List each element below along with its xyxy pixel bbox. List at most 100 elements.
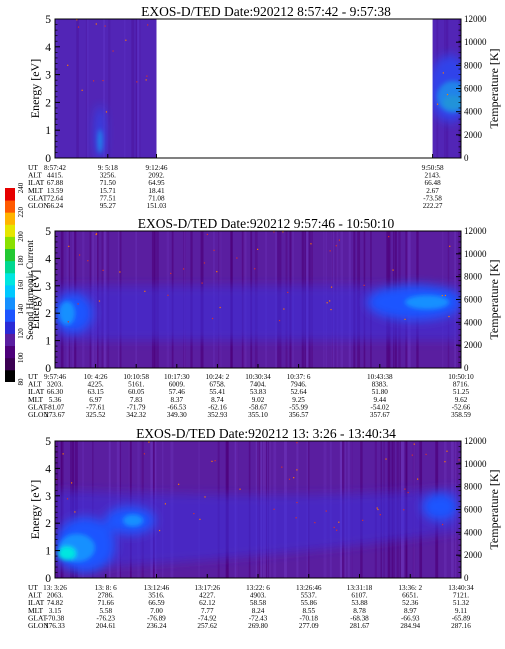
info-cell: 4415. bbox=[47, 172, 63, 180]
heatmap-speckle bbox=[283, 308, 285, 310]
heatmap-speckle bbox=[448, 315, 450, 318]
heatmap-speckle bbox=[68, 245, 70, 247]
spectrogram bbox=[55, 19, 461, 158]
heatmap-speckle bbox=[288, 478, 291, 480]
y-tick-label: 3 bbox=[45, 491, 51, 503]
info-cell: 66.30 bbox=[47, 388, 64, 396]
y-axis-label-right: Temperature [K] bbox=[487, 259, 501, 339]
info-cell: 77.51 bbox=[100, 194, 117, 202]
y-axis-label: Energy [eV] bbox=[28, 270, 42, 329]
colorbar-segment bbox=[5, 369, 15, 382]
heatmap-speckle bbox=[392, 269, 394, 271]
heatmap-speckle bbox=[295, 517, 297, 519]
info-row-label: ILAT bbox=[28, 598, 45, 607]
info-cell: 64.95 bbox=[148, 179, 165, 187]
info-cell: 257.62 bbox=[197, 622, 217, 630]
info-row-label: UT bbox=[28, 163, 38, 172]
info-cell: -66.93 bbox=[401, 614, 420, 622]
info-cell: 13.59 bbox=[47, 187, 64, 195]
info-cell: 7.83 bbox=[130, 396, 143, 404]
y-tick-label-right: 6000 bbox=[464, 505, 483, 515]
info-cell: -62.16 bbox=[208, 403, 227, 411]
info-row-label: ALT bbox=[28, 380, 42, 389]
heatmap-cyan bbox=[59, 295, 449, 326]
colorbar-tick-label: 200 bbox=[17, 231, 25, 242]
heatmap-speckle bbox=[214, 460, 216, 462]
info-cell: 10: 4:26 bbox=[84, 373, 108, 381]
heatmap-speckle bbox=[102, 79, 104, 82]
y-tick-label-right: 10000 bbox=[464, 249, 487, 259]
heatmap-speckle bbox=[164, 503, 167, 505]
heatmap-speckle bbox=[282, 231, 284, 233]
info-cell: 6107. bbox=[351, 592, 367, 600]
y-tick-label-right: 12000 bbox=[464, 14, 487, 24]
y-tick-label-right: 12000 bbox=[464, 226, 487, 236]
info-cell: 13:12:46 bbox=[144, 584, 170, 592]
info-cell: 9:57:46 bbox=[44, 373, 66, 381]
info-cell: 355.10 bbox=[248, 411, 268, 419]
colorbar-tick-label: 100 bbox=[17, 352, 25, 363]
info-cell: 8.97 bbox=[404, 607, 417, 615]
info-cell: 74.82 bbox=[47, 599, 64, 607]
y-tick-label-right: 10000 bbox=[464, 459, 487, 469]
y-tick-label-right: 4000 bbox=[464, 527, 483, 537]
heatmap-speckle bbox=[211, 460, 213, 462]
info-cell: 8.55 bbox=[302, 607, 315, 615]
info-cell: 6.97 bbox=[89, 396, 102, 404]
heatmap-speckle bbox=[388, 236, 390, 238]
heatmap-speckle bbox=[144, 290, 146, 292]
heatmap-speckle bbox=[425, 453, 427, 456]
heatmap-speckle bbox=[95, 23, 97, 25]
y-tick-label: 1 bbox=[45, 125, 51, 137]
info-cell: 357.67 bbox=[370, 411, 390, 419]
info-cell: 7121. bbox=[453, 592, 469, 600]
heatmap-speckle bbox=[278, 319, 281, 322]
panel-3: EXOS-D/TED Date:920212 13: 3:26 - 13:40:… bbox=[28, 426, 501, 630]
info-row-label: ILAT bbox=[28, 178, 45, 187]
heatmap-speckle bbox=[362, 519, 364, 521]
y-tick-label: 2 bbox=[45, 308, 51, 320]
heatmap-speckle bbox=[403, 509, 405, 511]
info-cell: 284.94 bbox=[400, 622, 420, 630]
heatmap-speckle bbox=[330, 286, 333, 288]
info-cell: 52.64 bbox=[291, 388, 308, 396]
info-cell: 63.15 bbox=[88, 388, 105, 396]
heatmap-speckle bbox=[329, 300, 331, 302]
heatmap-speckle bbox=[67, 64, 69, 66]
info-cell: 9: 5:18 bbox=[98, 164, 119, 172]
info-cell: 13:17:26 bbox=[194, 584, 220, 592]
heatmap-streak bbox=[87, 19, 89, 158]
colorbar-segment bbox=[5, 285, 15, 298]
heatmap-speckle bbox=[379, 514, 381, 516]
heatmap-speckle bbox=[441, 523, 444, 526]
y-tick-label-right: 4000 bbox=[464, 317, 483, 327]
colorbar-segment bbox=[5, 345, 15, 359]
info-cell: 4227. bbox=[199, 592, 215, 600]
heatmap-streak bbox=[139, 19, 141, 158]
info-cell: -76.23 bbox=[96, 614, 115, 622]
info-cell: 9:50:58 bbox=[422, 164, 444, 172]
info-row-label: GLON bbox=[28, 621, 49, 630]
heatmap-speckle bbox=[296, 442, 298, 444]
y-tick-label: 1 bbox=[45, 336, 51, 348]
heatmap-speckle bbox=[76, 19, 78, 21]
info-cell: 3516. bbox=[148, 592, 164, 600]
info-cell: -73.58 bbox=[423, 194, 442, 202]
info-cell: 13:36: 2 bbox=[398, 584, 422, 592]
info-row-label: ALT bbox=[28, 171, 42, 180]
heatmap-speckle bbox=[287, 291, 289, 294]
heatmap-speckle bbox=[236, 257, 238, 259]
heatmap-speckle bbox=[273, 508, 275, 510]
info-cell: 5.58 bbox=[99, 607, 112, 615]
heatmap-blue bbox=[55, 284, 461, 341]
heatmap-speckle bbox=[92, 80, 95, 82]
heatmap-speckle bbox=[257, 248, 259, 250]
y-tick-label-right: 8000 bbox=[464, 482, 483, 492]
colorbar-tick-label: 140 bbox=[17, 304, 25, 315]
heatmap-speckle bbox=[310, 243, 312, 245]
heatmap-speckle bbox=[136, 81, 138, 83]
info-cell: 13:40:34 bbox=[448, 584, 474, 592]
info-cell: 7.00 bbox=[150, 607, 163, 615]
y-tick-label-right: 2000 bbox=[464, 130, 483, 140]
